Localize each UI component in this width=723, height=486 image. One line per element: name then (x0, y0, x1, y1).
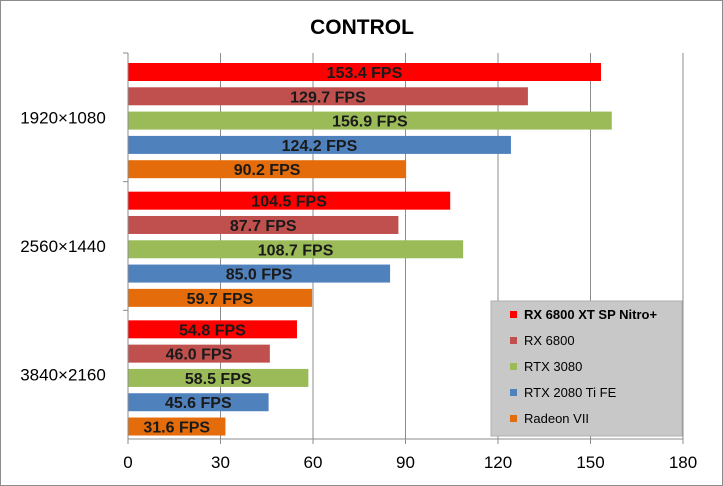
bar-radeon-vii-0 (128, 160, 407, 179)
bar-rtx-3080-2 (128, 368, 309, 387)
bar-rx-6800-0 (128, 87, 528, 106)
bars (128, 63, 612, 436)
axes: 0 30 60 90 120 150 180 1920×1080 2560×1440 3840×2… (20, 52, 697, 472)
data-label: 54.8 FPS (179, 322, 246, 339)
bar-rtx-2080-ti-fe-1 (128, 264, 391, 283)
x-tick-label: 30 (211, 453, 230, 472)
legend-swatch (510, 363, 517, 370)
data-label: 90.2 FPS (234, 162, 301, 179)
data-label: 58.5 FPS (185, 371, 252, 388)
bar-rx-6800-2 (128, 344, 270, 363)
bar-rtx-2080-ti-fe-2 (128, 393, 269, 412)
data-labels: 153.4 FPS 129.7 FPS 156.9 FPS 124.2 FPS 90.2… (143, 65, 408, 437)
data-label: 153.4 FPS (327, 65, 403, 82)
legend-box (490, 300, 683, 437)
legend-swatch (510, 337, 517, 344)
x-tick-label: 0 (123, 453, 132, 472)
bar-radeon-vii-2 (128, 417, 226, 436)
bar-rtx-3080-0 (128, 111, 612, 130)
legend: RX 6800 XT SP Nitro+ RX 6800 RTX 3080 RTX 2… (490, 300, 683, 437)
legend-swatch (510, 311, 517, 318)
legend-label: Radeon VII (524, 411, 589, 426)
data-label: 129.7 FPS (290, 89, 366, 106)
legend-label: RTX 2080 Ti FE (524, 385, 617, 400)
bar-rtx-3080-1 (128, 240, 464, 259)
data-label: 87.7 FPS (230, 218, 297, 235)
y-category-label: 3840×2160 (20, 366, 106, 385)
y-category-label: 1920×1080 (20, 108, 106, 127)
data-label: 108.7 FPS (258, 242, 334, 259)
data-label: 104.5 FPS (251, 194, 327, 211)
bar-radeon-vii-1 (128, 288, 313, 307)
bar-rtx-2080-ti-fe-0 (128, 135, 511, 154)
legend-label: RX 6800 XT SP Nitro+ (524, 307, 657, 322)
bar-rx-6800-xt-sp-nitro--2 (128, 320, 297, 339)
bar-rx-6800-1 (128, 215, 399, 234)
legend-label: RX 6800 (524, 333, 575, 348)
chart-title: CONTROL (310, 16, 414, 39)
x-tick-label: 180 (669, 453, 697, 472)
bar-rx-6800-xt-sp-nitro--0 (128, 63, 601, 81)
data-label: 156.9 FPS (332, 114, 408, 131)
data-label: 124.2 FPS (282, 138, 358, 155)
data-label: 45.6 FPS (165, 395, 232, 412)
x-tick-label: 90 (396, 453, 415, 472)
x-tick-label: 150 (576, 453, 604, 472)
legend-swatch (510, 415, 517, 422)
y-category-label: 2560×1440 (20, 237, 106, 256)
x-tick-label: 60 (304, 453, 323, 472)
legend-swatch (510, 389, 517, 396)
legend-label: RTX 3080 (524, 359, 582, 374)
data-label: 85.0 FPS (226, 267, 293, 284)
data-label: 59.7 FPS (187, 291, 254, 308)
data-label: 31.6 FPS (143, 420, 210, 437)
x-tick-label: 120 (484, 453, 512, 472)
bar-rx-6800-xt-sp-nitro--1 (128, 191, 451, 210)
data-label: 46.0 FPS (166, 347, 233, 364)
